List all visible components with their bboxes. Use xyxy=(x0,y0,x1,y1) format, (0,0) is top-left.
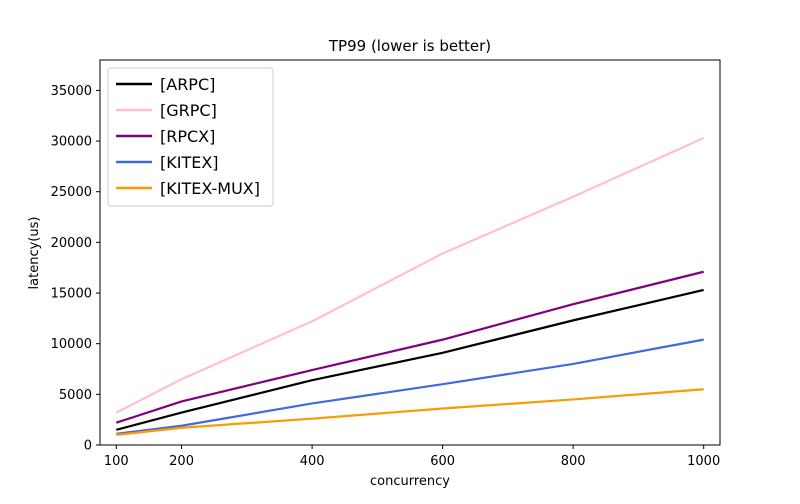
series-line-0 xyxy=(116,288,704,431)
legend: [ARPC] [GRPC] [RPCX] [KITEX] [KITEX-MUX] xyxy=(107,67,274,207)
x-tick-label: 400 xyxy=(300,454,325,469)
series-line-4 xyxy=(116,388,704,436)
axes-frame xyxy=(99,59,721,446)
chart-title: TP99 (lower is better) xyxy=(328,37,491,55)
legend-label-1: [GRPC] xyxy=(160,101,217,120)
legend-box xyxy=(107,67,274,207)
legend-label-3: [KITEX] xyxy=(160,153,219,172)
y-tick-label: 15000 xyxy=(51,287,92,302)
y-tick-label: 5000 xyxy=(59,388,92,403)
legend-label-4: [KITEX-MUX] xyxy=(160,179,260,198)
plot-area xyxy=(115,137,705,436)
x-tick-label: 100 xyxy=(104,454,129,469)
y-tick-label: 0 xyxy=(84,439,92,454)
x-tick-label: 800 xyxy=(561,454,586,469)
legend-label-2: [RPCX] xyxy=(160,127,215,146)
y-tick-label: 30000 xyxy=(51,135,92,150)
series-line-2 xyxy=(115,270,704,424)
x-tick-label: 200 xyxy=(169,454,194,469)
legend-label-0: [ARPC] xyxy=(160,75,215,94)
y-tick-label: 10000 xyxy=(51,337,92,352)
axes: 100 200 400 600 800 1000050001000015000200002… xyxy=(51,59,721,469)
y-tick-label: 35000 xyxy=(51,84,92,99)
x-tick-label: 1000 xyxy=(687,454,720,469)
x-tick-label: 600 xyxy=(430,454,455,469)
y-axis-label: latency(us) xyxy=(27,217,42,290)
y-tick-label: 20000 xyxy=(51,236,92,251)
series-line-1 xyxy=(115,137,705,414)
series-line-3 xyxy=(116,338,704,435)
x-axis-label: concurrency xyxy=(370,474,450,489)
y-tick-label: 25000 xyxy=(51,185,92,200)
